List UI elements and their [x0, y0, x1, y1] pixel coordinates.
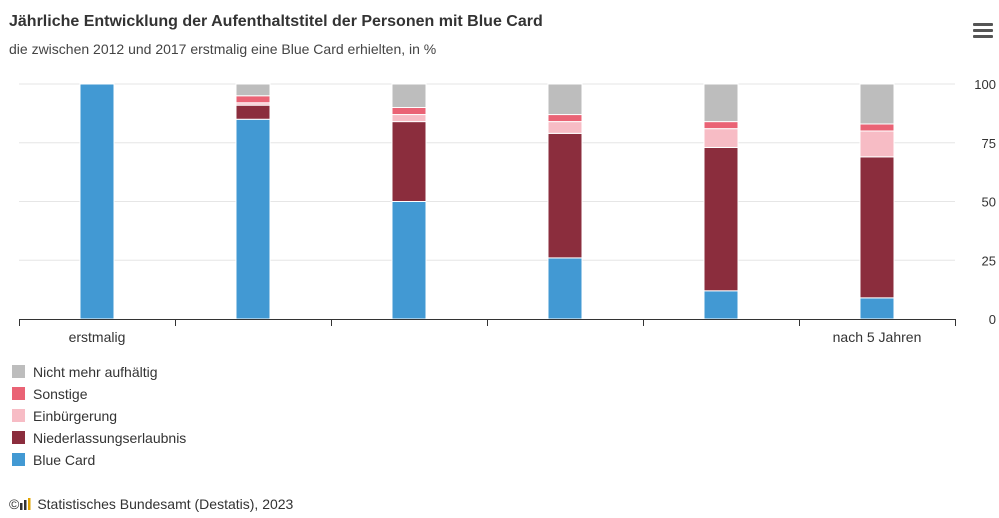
credits-text: Statistisches Bundesamt (Destatis), 2023 [37, 496, 294, 512]
bar-segment[interactable] [391, 83, 427, 108]
bar-segment[interactable] [547, 257, 583, 320]
legend-item-nicht-mehr-aufhaeltig[interactable]: Nicht mehr aufhältig [10, 361, 186, 383]
legend-label: Einbürgerung [33, 408, 118, 424]
bar-segment[interactable] [235, 104, 271, 120]
bar-segment[interactable] [547, 121, 583, 134]
bar-segment[interactable] [703, 290, 739, 320]
legend-label: Sonstige [33, 386, 88, 402]
legend-swatch [12, 387, 25, 400]
bar-segment[interactable] [859, 83, 895, 125]
bar-segment[interactable] [547, 132, 583, 259]
y-axis-labels: 0 25 50 75 100 [974, 77, 996, 327]
bar-segment[interactable] [79, 83, 115, 320]
y-tick-label: 0 [989, 312, 996, 327]
x-tick-label: nach 5 Jahren [833, 329, 922, 345]
y-tick-label: 25 [982, 253, 996, 268]
destatis-logo-icon [20, 498, 31, 510]
bar-segment[interactable] [859, 130, 895, 158]
legend-item-blue-card[interactable]: Blue Card [10, 449, 186, 471]
legend-item-niederlassungserlaubnis[interactable]: Niederlassungserlaubnis [10, 427, 186, 449]
legend-label: Niederlassungserlaubnis [33, 430, 187, 446]
bar-segment[interactable] [703, 121, 739, 130]
x-tick-label: erstmalig [69, 329, 126, 345]
chart-title: Jährliche Entwicklung der Aufenthaltstit… [9, 13, 543, 30]
legend-swatch [12, 453, 25, 466]
y-tick-label: 100 [974, 77, 996, 92]
hamburger-menu-icon[interactable] [973, 23, 993, 39]
bar-segment[interactable] [859, 123, 895, 132]
bar-segment[interactable] [235, 118, 271, 320]
legend-item-sonstige[interactable]: Sonstige [10, 383, 186, 405]
bar-segment[interactable] [547, 114, 583, 123]
legend-item-einbuergerung[interactable]: Einbürgerung [10, 405, 186, 427]
x-axis-labels: erstmalig nach 5 Jahren [69, 329, 922, 345]
bar-segment[interactable] [391, 121, 427, 202]
bar-segment[interactable] [235, 95, 271, 104]
bar-segment[interactable] [859, 297, 895, 320]
y-tick-label: 75 [982, 136, 996, 151]
bar-segment[interactable] [235, 83, 271, 97]
credits: © Statistisches Bundesamt (Destatis), 20… [9, 496, 293, 512]
copyright-symbol: © [9, 496, 20, 512]
bar-segment[interactable] [391, 107, 427, 116]
stacked-bar-chart: 0 25 50 75 100 erstmalig nach 5 Jahren [19, 77, 996, 345]
legend-swatch [12, 365, 25, 378]
grid-lines [19, 83, 955, 261]
bar-segment[interactable] [391, 114, 427, 123]
chart-subtitle: die zwischen 2012 und 2017 erstmalig ein… [9, 41, 437, 57]
bar-segment[interactable] [547, 83, 583, 116]
legend-label: Blue Card [33, 452, 96, 468]
bar-segment[interactable] [703, 146, 739, 292]
bar-segment[interactable] [703, 83, 739, 123]
legend-label: Nicht mehr aufhältig [33, 364, 158, 380]
legend-swatch [12, 409, 25, 422]
legend: Nicht mehr aufhältig Sonstige Einbürgeru… [10, 361, 186, 471]
x-axis [19, 319, 956, 326]
bar-segment[interactable] [703, 128, 739, 148]
legend-swatch [12, 431, 25, 444]
bar-segment[interactable] [859, 156, 895, 299]
bar-segment[interactable] [391, 201, 427, 320]
y-tick-label: 50 [982, 195, 996, 210]
